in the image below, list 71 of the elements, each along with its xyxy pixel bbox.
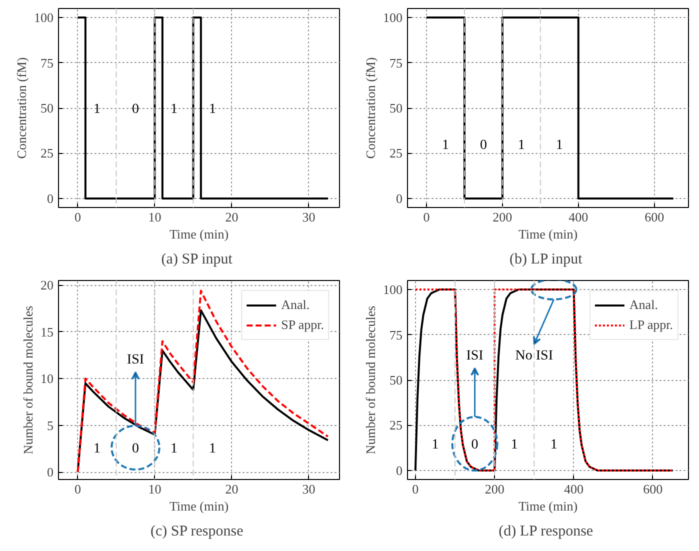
x-tick-label: 400 <box>568 210 588 224</box>
x-tick-label: 600 <box>644 210 664 224</box>
x-axis-title: Time (min) <box>169 498 229 514</box>
y-tick-label: 0 <box>396 462 402 478</box>
annotation: ISI <box>466 348 484 364</box>
annotation: 0 <box>480 138 487 153</box>
y-tick-label: 75 <box>390 55 402 70</box>
annotation: 1 <box>170 442 178 457</box>
x-tick-label: 0 <box>74 482 81 496</box>
annotation: No ISI <box>515 348 554 364</box>
y-tick-label: 50 <box>390 100 402 116</box>
y-axis-title: Concentration (fM) <box>363 57 378 159</box>
annotation: 1 <box>442 138 449 153</box>
y-tick-label: 100 <box>34 10 54 26</box>
annotation: 1 <box>550 438 558 453</box>
y-tick-label: 0 <box>47 464 54 480</box>
x-tick-label: 20 <box>225 482 238 496</box>
y-tick-label: 75 <box>390 327 402 342</box>
y-axis-title: Concentration (fM) <box>14 57 29 159</box>
text: (b) LP input <box>509 252 584 268</box>
y-tick-label: 50 <box>40 100 54 116</box>
y-tick-label: 25 <box>390 418 402 433</box>
annotation: ISI <box>126 352 144 368</box>
x-tick-label: 0 <box>423 210 430 224</box>
y-axis-title: Number of bound molecules <box>363 306 378 454</box>
y-tick-label: 75 <box>40 55 54 70</box>
y-tick-label: 0 <box>47 190 54 206</box>
x-axis-title: Time (min) <box>518 226 578 242</box>
annotation: 0 <box>132 102 139 117</box>
y-tick-label: 100 <box>383 10 402 26</box>
x-tick-label: 600 <box>643 482 663 496</box>
x-tick-label: 400 <box>564 482 584 496</box>
y-tick-label: 10 <box>40 371 54 386</box>
x-tick-label: 30 <box>302 210 316 224</box>
y-tick-label: 25 <box>390 146 402 161</box>
x-tick-label: 20 <box>225 210 238 224</box>
x-tick-label: 200 <box>492 210 512 224</box>
y-tick-label: 25 <box>40 146 54 161</box>
annotation: 1 <box>208 442 216 457</box>
y-tick-label: 0 <box>396 190 402 206</box>
legend-label: Anal. <box>629 297 658 313</box>
y-tick-label: 15 <box>40 324 54 340</box>
x-tick-label: 0 <box>74 210 81 224</box>
text: (c) SP response <box>150 524 244 540</box>
annotation: 1 <box>510 438 518 453</box>
annotation: 1 <box>93 102 100 117</box>
x-tick-label: 30 <box>302 482 316 496</box>
y-tick-label: 5 <box>47 418 54 433</box>
annotation: 1 <box>432 438 439 453</box>
legend-label: Anal. <box>281 297 310 313</box>
x-tick-label: 200 <box>484 482 504 496</box>
annotation: 1 <box>170 102 178 117</box>
x-axis-title: Time (min) <box>169 226 229 242</box>
y-tick-label: 20 <box>40 278 54 293</box>
x-tick-label: 10 <box>148 210 162 224</box>
annotation: 1 <box>518 138 525 153</box>
text: (a) SP input <box>161 252 234 268</box>
y-tick-label: 50 <box>390 372 402 388</box>
annotation: 0 <box>471 438 478 453</box>
x-tick-label: 10 <box>148 482 162 496</box>
y-axis-title: Number of bound molecules <box>20 306 36 454</box>
annotation: 0 <box>132 442 139 457</box>
x-tick-label: 0 <box>412 482 419 496</box>
annotation: 1 <box>208 102 216 117</box>
legend-label: LP appr. <box>629 317 673 333</box>
annotation: 1 <box>93 442 100 457</box>
annotation: 1 <box>556 138 563 153</box>
x-axis-title: Time (min) <box>518 498 578 514</box>
text: (d) LP response <box>498 524 594 540</box>
legend-label: SP appr. <box>281 317 324 333</box>
y-tick-label: 100 <box>383 282 402 298</box>
